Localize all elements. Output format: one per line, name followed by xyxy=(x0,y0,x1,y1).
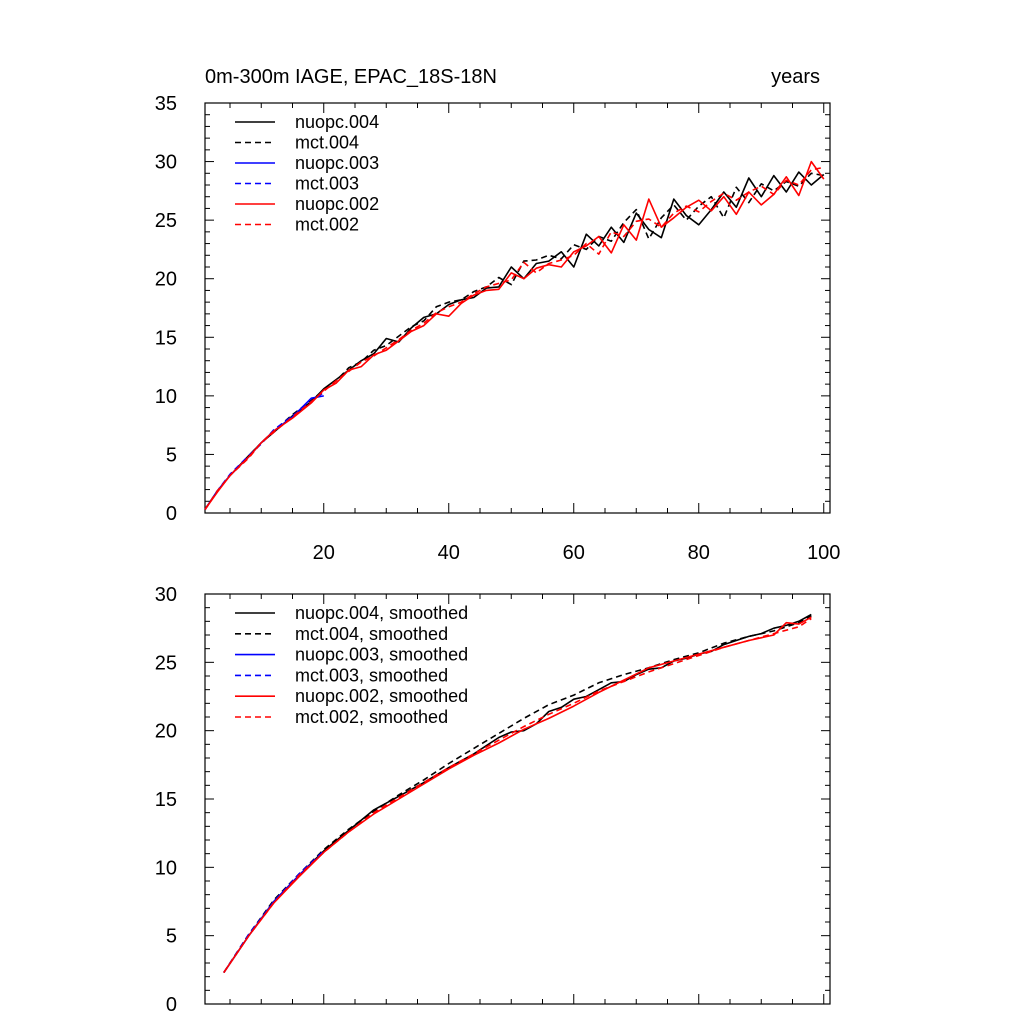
legend-label: nuopc.002, smoothed xyxy=(295,686,468,706)
chart-title: 0m-300m IAGE, EPAC_18S-18N xyxy=(205,66,497,88)
legend-label: nuopc.003, smoothed xyxy=(295,645,468,665)
y-tick-label: 20 xyxy=(155,721,177,743)
x-tick-label: 20 xyxy=(313,542,335,564)
legend-label: nuopc.004, smoothed xyxy=(295,603,468,623)
x-tick-label: 60 xyxy=(563,542,585,564)
x-tick-label: 40 xyxy=(438,542,460,564)
legend-label: nuopc.002 xyxy=(295,194,379,214)
series-line-mct-004-smoothed xyxy=(223,615,812,974)
plot-frame xyxy=(204,102,831,514)
x-tick-label: 80 xyxy=(688,542,710,564)
y-tick-label: 5 xyxy=(166,926,177,948)
y-tick-label: 0 xyxy=(166,994,177,1016)
y-tick-label: 20 xyxy=(155,269,177,291)
y-tick-label: 30 xyxy=(155,152,177,174)
legend-label: nuopc.004 xyxy=(295,112,379,132)
legend-label: mct.003 xyxy=(295,174,359,194)
y-tick-label: 15 xyxy=(155,327,177,349)
series-line-mct-002-smoothed xyxy=(223,617,812,974)
legend-label: mct.002, smoothed xyxy=(295,707,448,727)
series-line-mct-003-smoothed xyxy=(223,850,325,974)
legend-label: nuopc.003 xyxy=(295,153,379,173)
legend-label: mct.004, smoothed xyxy=(295,624,448,644)
x-tick-label: 100 xyxy=(807,542,840,564)
series-line-mct-002 xyxy=(204,166,824,510)
series-line-nuopc-002 xyxy=(204,160,825,510)
legend-label: mct.002 xyxy=(295,215,359,235)
y-tick-label: 25 xyxy=(155,652,177,674)
y-tick-label: 25 xyxy=(155,210,177,232)
legend-label: mct.004 xyxy=(295,133,359,153)
y-tick-label: 30 xyxy=(155,584,177,606)
series-line-mct-003 xyxy=(204,391,325,510)
units-label: years xyxy=(771,66,820,88)
y-tick-label: 10 xyxy=(155,386,177,408)
legend-label: mct.003, smoothed xyxy=(295,665,448,685)
y-tick-label: 0 xyxy=(166,503,177,525)
series-line-nuopc-003 xyxy=(204,395,324,510)
series-line-nuopc-003-smoothed xyxy=(223,851,325,974)
y-tick-label: 5 xyxy=(166,444,177,466)
y-tick-label: 35 xyxy=(155,93,177,115)
series-line-mct-004 xyxy=(204,172,824,510)
y-tick-label: 10 xyxy=(155,857,177,879)
bottom-panel: 0 5 10 15 20 25 30 nuopc.004, smoothedmct.004, … xyxy=(155,584,831,1016)
y-tick-label: 15 xyxy=(155,789,177,811)
